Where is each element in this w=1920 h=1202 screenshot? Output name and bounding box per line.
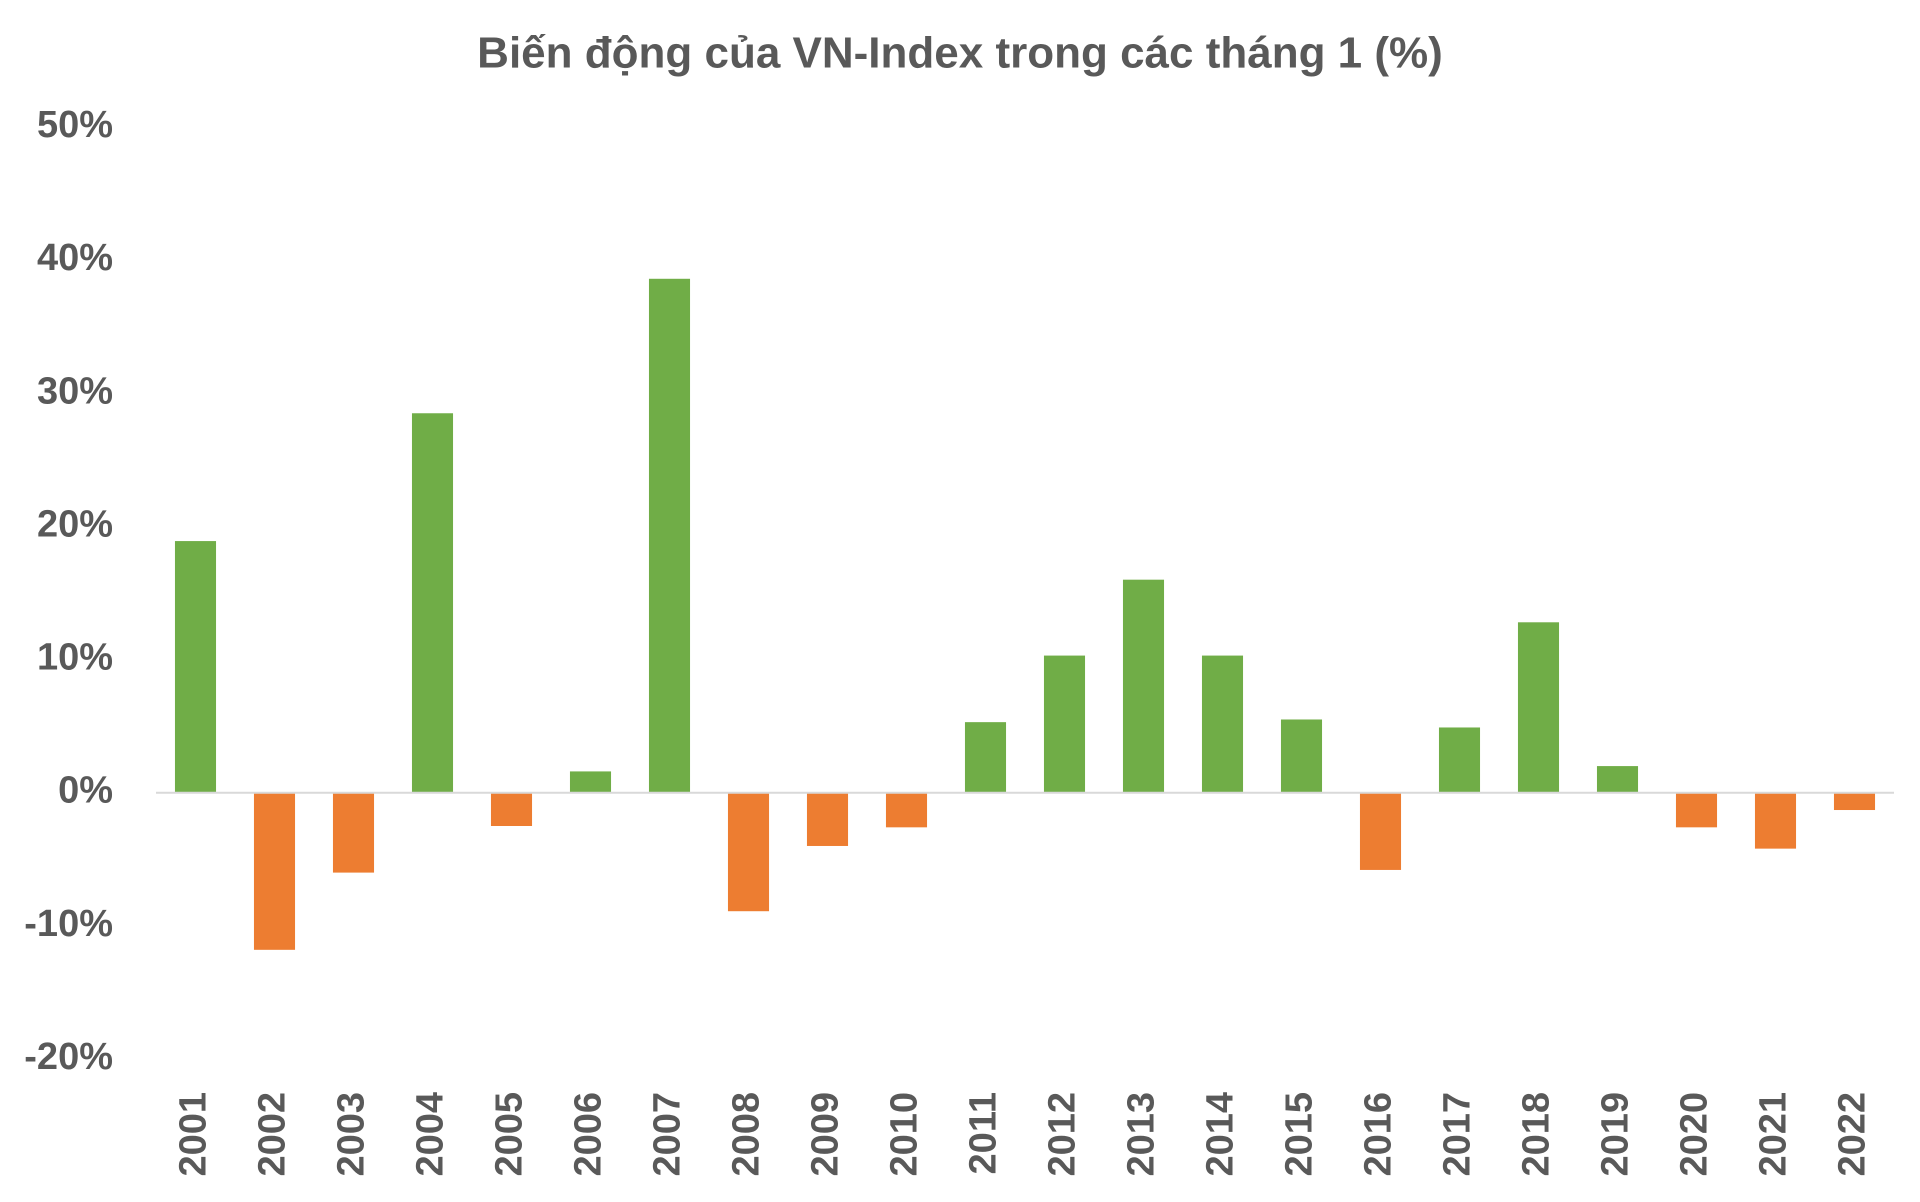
chart-title: Biến động của VN-Index trong các tháng 1… [477, 29, 1443, 78]
bar [1438, 727, 1481, 793]
x-tick-label: 2003 [331, 1092, 373, 1177]
x-tick-label: 2021 [1753, 1092, 1795, 1177]
y-tick-label: 50% [37, 104, 113, 146]
x-tick-label: 2020 [1674, 1092, 1716, 1177]
bar [806, 792, 849, 846]
bar [1833, 792, 1876, 811]
x-tick-label: 2002 [252, 1092, 294, 1177]
x-tick-label: 2005 [489, 1092, 531, 1177]
bar [885, 792, 928, 828]
bar [332, 792, 375, 873]
y-tick-label: 0% [58, 770, 113, 812]
bar [964, 722, 1007, 793]
x-tick-label: 2012 [1042, 1092, 1084, 1177]
x-tick-label: 2007 [647, 1092, 689, 1177]
x-tick-label: 2010 [884, 1092, 926, 1177]
bar [1122, 579, 1165, 793]
x-tick-label: 2019 [1595, 1092, 1637, 1177]
x-tick-label: 2014 [1200, 1092, 1242, 1177]
x-tick-label: 2013 [1121, 1092, 1163, 1177]
bar [411, 413, 454, 793]
bar [1675, 792, 1718, 828]
bar [1201, 655, 1244, 793]
x-tick-label: 2009 [805, 1092, 847, 1177]
y-tick-label: 10% [37, 637, 113, 679]
bar [1043, 655, 1086, 793]
bar [1596, 766, 1639, 793]
bar [1280, 719, 1323, 793]
bar [648, 278, 691, 793]
bar [490, 792, 533, 826]
x-tick-label: 2004 [410, 1092, 452, 1177]
bar [727, 792, 770, 912]
bar [1517, 622, 1560, 793]
y-tick-label: 30% [37, 370, 113, 412]
x-tick-label: 2006 [568, 1092, 610, 1177]
bar [253, 792, 296, 950]
bar [174, 541, 217, 793]
bar [1359, 792, 1402, 870]
y-tick-label: -10% [24, 903, 113, 945]
x-tick-label: 2016 [1358, 1092, 1400, 1177]
x-tick-label: 2015 [1279, 1092, 1321, 1177]
x-tick-label: 2001 [173, 1092, 215, 1177]
bar [1754, 792, 1797, 849]
x-tick-label: 2017 [1437, 1092, 1479, 1177]
x-tick-label: 2008 [726, 1092, 768, 1177]
y-tick-label: -20% [24, 1036, 113, 1078]
x-tick-label: 2011 [963, 1092, 1005, 1174]
y-tick-label: 20% [37, 503, 113, 545]
y-tick-label: 40% [37, 237, 113, 279]
bar [569, 771, 612, 793]
x-tick-label: 2018 [1516, 1092, 1558, 1177]
x-tick-label: 2022 [1832, 1092, 1874, 1177]
